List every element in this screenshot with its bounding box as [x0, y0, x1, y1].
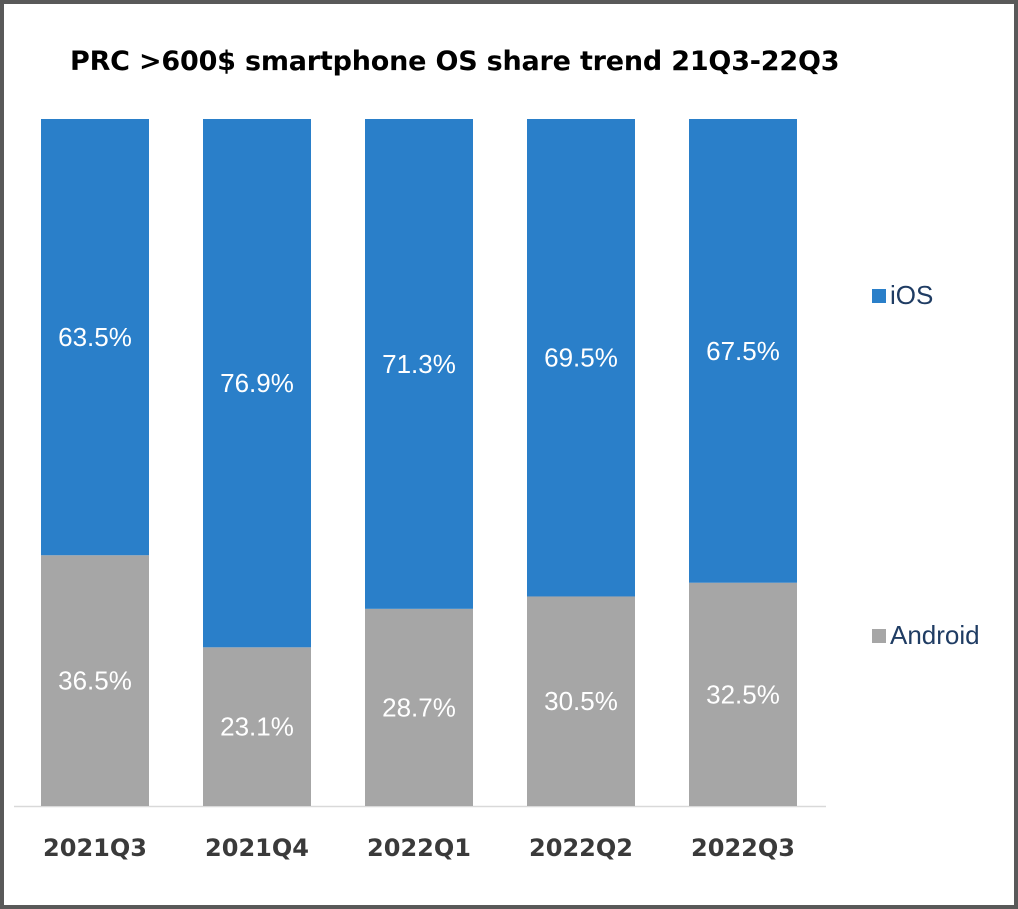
- legend-swatch-ios: [872, 288, 886, 303]
- data-label-ios-2022Q1: 71.3%: [382, 349, 456, 379]
- data-label-ios-2022Q3: 67.5%: [706, 336, 780, 366]
- bar-ios-2022Q2: [527, 119, 635, 597]
- data-label-android-2022Q2: 30.5%: [544, 686, 618, 716]
- data-label-android-2022Q1: 28.7%: [382, 692, 456, 722]
- bar-ios-2021Q4: [203, 119, 311, 648]
- bar-android-2021Q3: [41, 555, 149, 806]
- bar-ios-2022Q1: [365, 119, 473, 609]
- data-label-android-2022Q3: 32.5%: [706, 679, 780, 709]
- legend-label-ios: iOS: [890, 280, 934, 310]
- legend-item-android: Android: [872, 620, 980, 651]
- data-label-android-2021Q3: 36.5%: [58, 666, 132, 696]
- bar-android-2021Q4: [203, 647, 311, 806]
- x-tick-label-2021Q4: 2021Q4: [205, 834, 309, 862]
- bar-ios-2022Q3: [689, 119, 797, 583]
- data-label-ios-2022Q2: 69.5%: [544, 343, 618, 373]
- legend-label-android: Android: [890, 620, 980, 650]
- bar-android-2022Q2: [527, 596, 635, 806]
- chart-title: PRC >600$ smartphone OS share trend 21Q3…: [70, 46, 840, 77]
- x-tick-label-2022Q1: 2022Q1: [367, 834, 471, 862]
- legend-swatch-android: [872, 628, 886, 643]
- x-tick-label-2021Q3: 2021Q3: [43, 834, 147, 862]
- x-tick-label-2022Q3: 2022Q3: [691, 834, 795, 862]
- data-label-android-2021Q4: 23.1%: [220, 712, 294, 742]
- bar-ios-2021Q3: [41, 119, 149, 556]
- x-tick-label-2022Q2: 2022Q2: [529, 834, 633, 862]
- bar-android-2022Q3: [689, 582, 797, 806]
- legend-item-ios: iOS: [872, 280, 933, 311]
- data-label-ios-2021Q3: 63.5%: [58, 322, 132, 352]
- data-label-ios-2021Q4: 76.9%: [220, 368, 294, 398]
- bar-android-2022Q1: [365, 608, 473, 806]
